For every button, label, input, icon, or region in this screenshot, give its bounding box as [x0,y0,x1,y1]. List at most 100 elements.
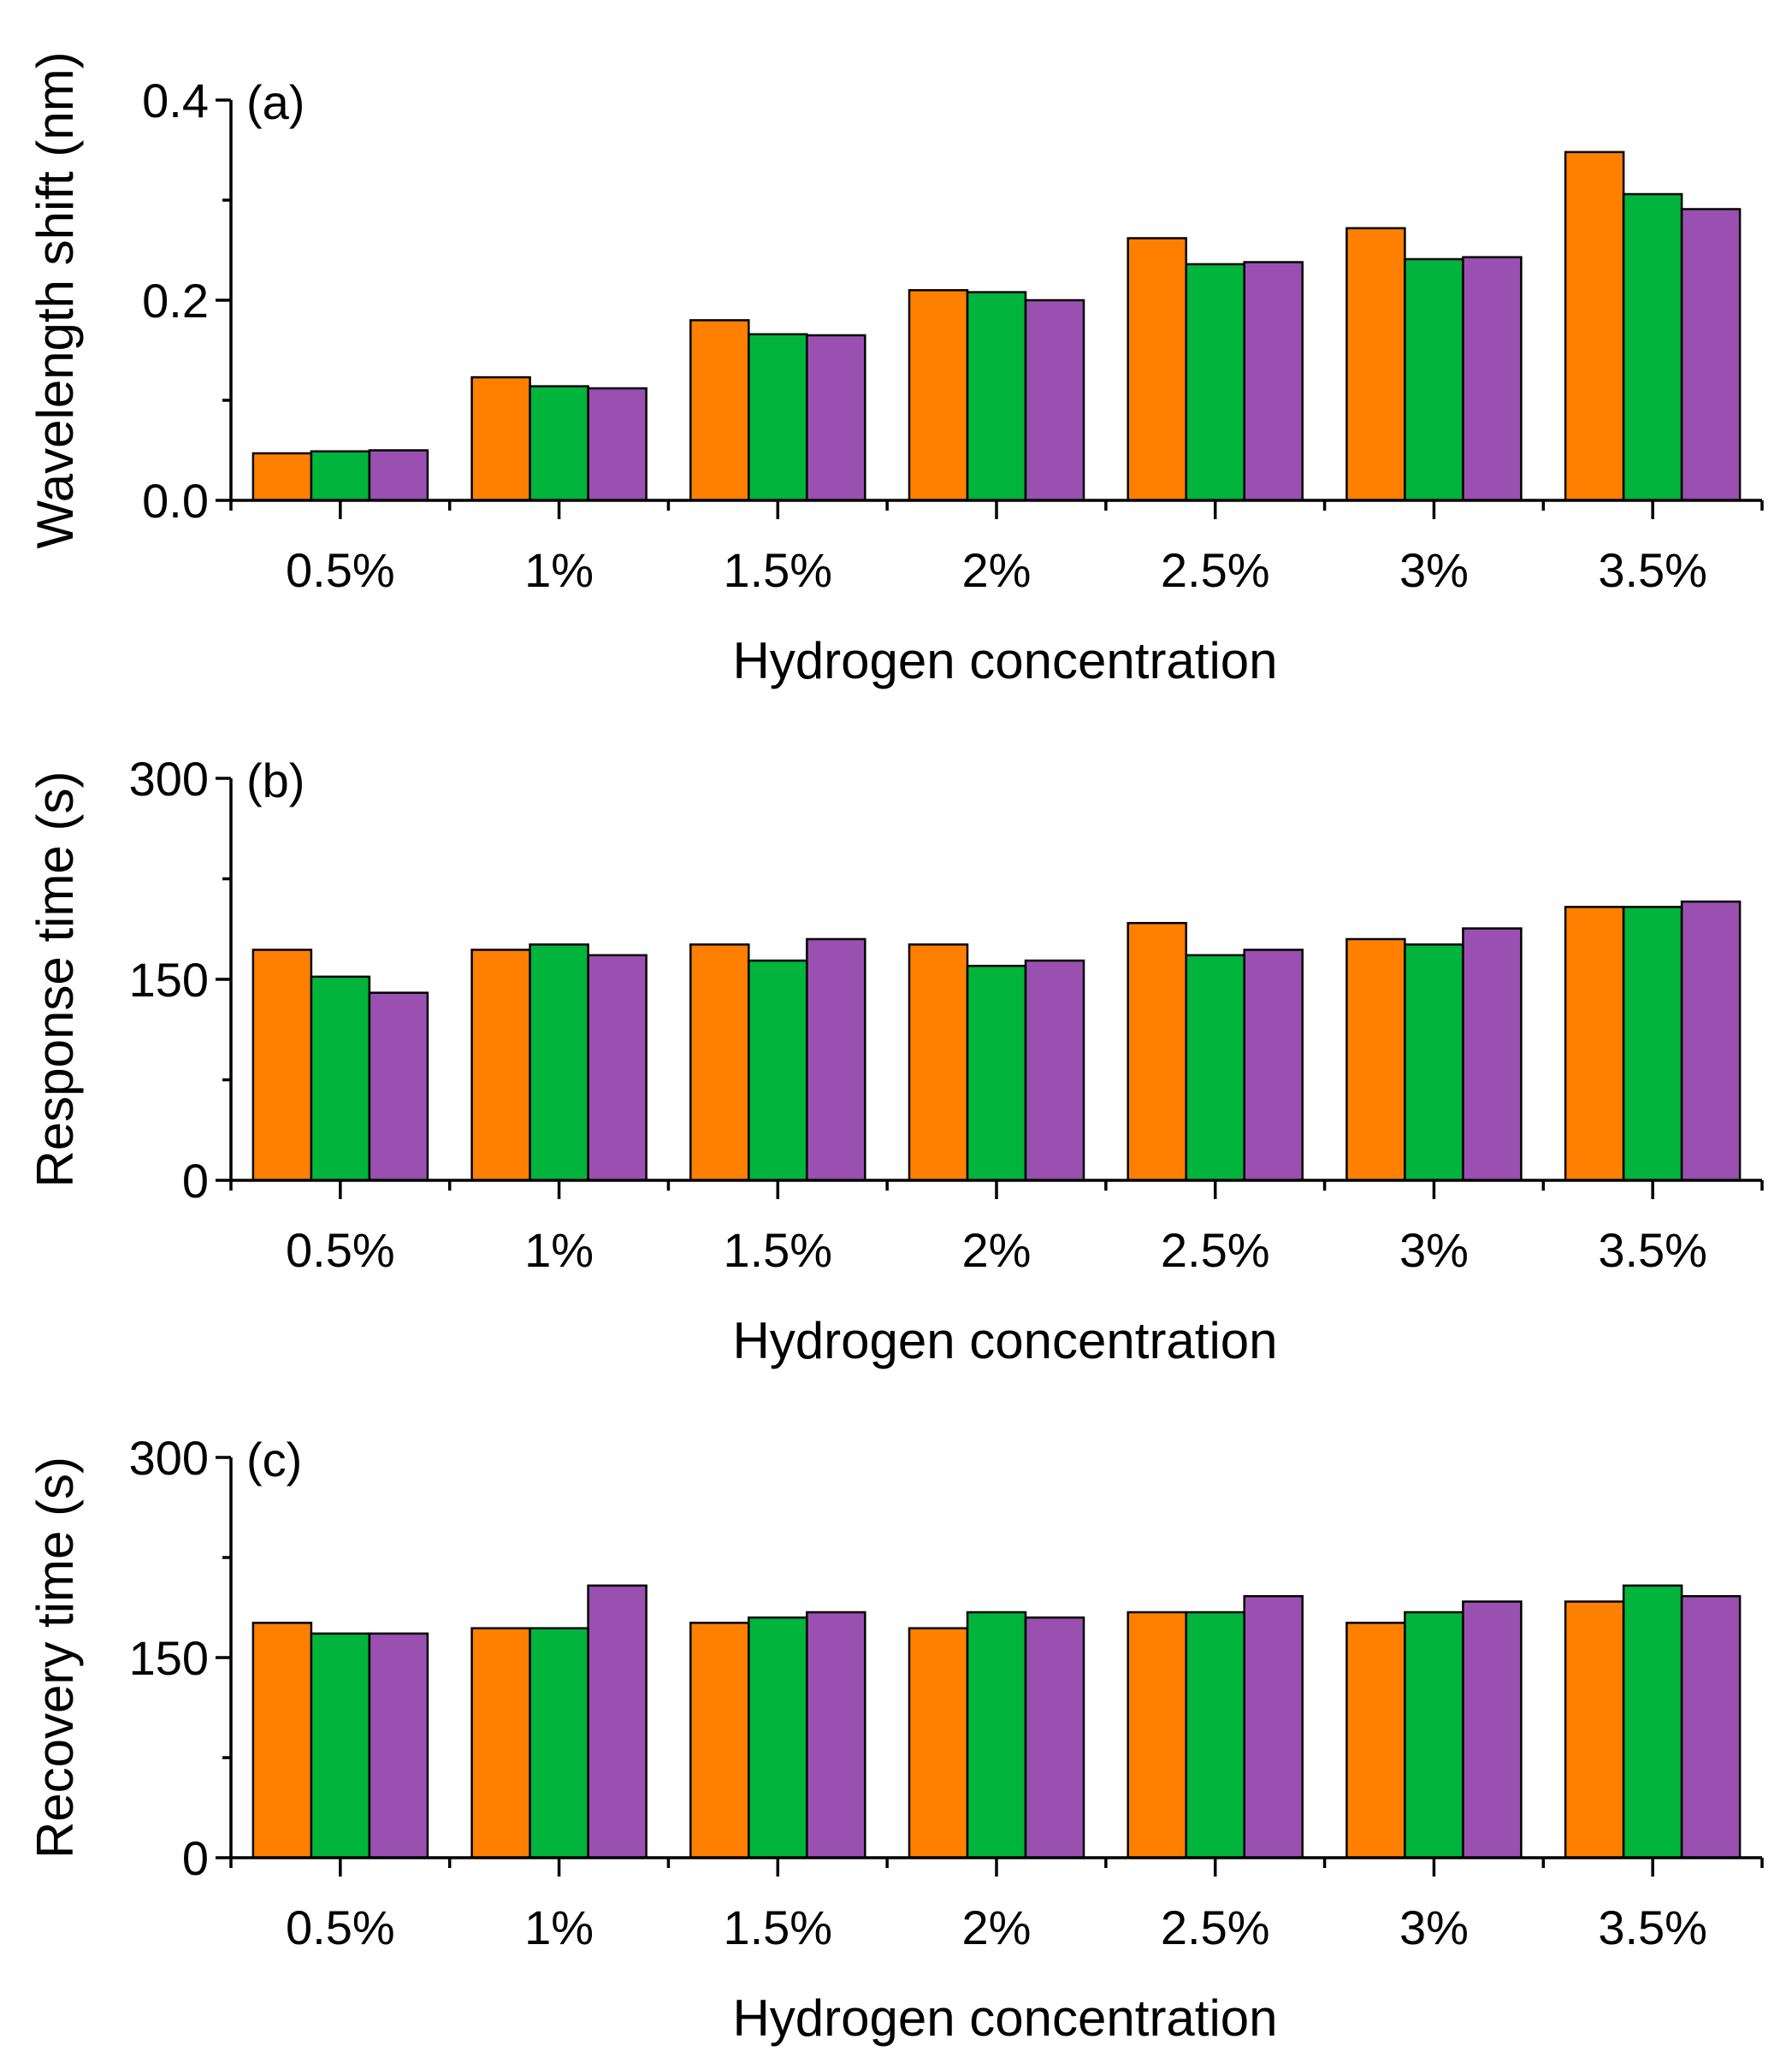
x-tick-label: 0.5% [286,543,395,597]
x-tick-label: 2.5% [1161,1223,1270,1277]
bar-s2-1.5% [748,959,808,1182]
bar-s1-2.5% [1127,237,1187,502]
bar-s1-3.5% [1564,151,1625,502]
bar-s3-0.5% [368,991,429,1182]
y-axis-title: Response time (s) [27,771,84,1188]
bar-s1-1.5% [689,319,750,502]
bar-s2-3% [1404,943,1464,1182]
y-tick-label: 0.0 [142,474,209,528]
bar-s2-0.5% [310,975,371,1182]
bar-s2-1% [529,1627,589,1859]
x-tick-label: 2.5% [1161,543,1270,597]
panel-c: 0 150 300 0.5% 1% 1.5% 2% 2.5% 3% 3.5% Hydrogen co… [27,1431,1764,2047]
bar-s2-1% [529,385,589,502]
y-axis-title: Wavelength shift (nm) [27,51,84,548]
bar-s3-1.5% [806,334,866,502]
bar-s2-3.5% [1622,906,1683,1182]
x-axis-title: Hydrogen concentration [732,632,1277,689]
bar-s2-3% [1404,257,1464,502]
bar-s2-2% [966,965,1027,1182]
bar-s3-2.5% [1243,949,1304,1182]
bar-s3-2.5% [1243,261,1304,502]
x-tick-label: 2.5% [1161,1900,1270,1954]
y-tick-label: 300 [129,752,209,806]
bar-s3-3% [1462,927,1523,1182]
bar-s1-1.5% [689,1622,750,1859]
bar-s2-3.5% [1622,1584,1683,1859]
bar-s1-2.5% [1127,1611,1187,1859]
bar-s1-2% [908,943,969,1182]
bar-s3-3% [1462,256,1523,502]
x-axis-title: Hydrogen concentration [732,1989,1277,2047]
bar-s3-3% [1462,1600,1523,1859]
x-tick-label: 0.5% [286,1900,395,1954]
x-tick-label: 3.5% [1598,1223,1707,1277]
panel-a: 0.0 0.2 0.4 0.5% 1% 1.5% 2% 2.5% 3% 3.5% Hydrogen … [27,51,1764,689]
bar-s1-1% [470,1627,531,1859]
bar-s1-1% [470,949,531,1182]
bar-s1-0.5% [251,1622,313,1859]
bar-s1-2.5% [1127,921,1187,1182]
bar-s2-0.5% [310,1632,371,1859]
bar-s2-2.5% [1185,1611,1245,1859]
x-tick-label: 1% [524,1900,594,1954]
bar-s1-1.5% [689,943,750,1182]
x-tick-label: 1.5% [723,543,832,597]
x-tick-label: 1.5% [723,1223,832,1277]
bar-s2-2% [966,1611,1027,1859]
x-tick-label: 1% [524,1223,594,1277]
y-tick-label: 0.2 [142,274,209,328]
bar-s2-2.5% [1185,263,1245,502]
panel-label: (c) [246,1433,302,1487]
x-axis-title: Hydrogen concentration [732,1312,1277,1369]
bar-s3-2% [1024,299,1085,502]
bar-s1-3% [1345,1622,1406,1859]
y-tick-label: 0.4 [142,74,209,127]
bar-s1-3% [1345,937,1406,1182]
bar-s2-3.5% [1622,192,1683,502]
bar-s3-2.5% [1243,1594,1304,1859]
bar-s1-0.5% [251,452,313,502]
bar-s2-2.5% [1185,954,1245,1182]
bar-s3-3.5% [1680,208,1742,502]
bar-s3-3.5% [1680,900,1742,1182]
x-tick-label: 3% [1399,543,1469,597]
y-tick-label: 300 [129,1431,209,1485]
bar-s1-0.5% [251,949,313,1182]
bar-s2-1.5% [748,1616,808,1859]
bar-s3-1% [587,954,648,1182]
bar-s2-3% [1404,1611,1464,1859]
bar-s3-2% [1024,959,1085,1182]
x-tick-label: 2% [962,543,1032,597]
y-tick-label: 0 [182,1831,209,1885]
x-tick-label: 1% [524,543,594,597]
x-tick-label: 3.5% [1598,543,1707,597]
bar-s1-2% [908,1627,969,1859]
bar-s1-3% [1345,227,1406,502]
bar-s3-0.5% [368,449,429,502]
x-tick-label: 3.5% [1598,1900,1707,1954]
y-axis-title: Recovery time (s) [27,1457,84,1859]
bar-s2-1.5% [748,333,808,502]
bar-s2-0.5% [310,450,371,502]
panel-label: (b) [246,754,305,807]
bar-s3-1.5% [806,937,866,1182]
bar-s3-2% [1024,1616,1085,1859]
y-tick-label: 150 [129,1631,209,1685]
bar-s1-3.5% [1564,906,1625,1182]
bar-s1-1% [470,375,531,502]
y-tick-label: 150 [129,953,209,1007]
y-tick-label: 0 [182,1154,209,1208]
x-tick-label: 3% [1399,1223,1469,1277]
bar-s3-1% [587,387,648,502]
x-tick-label: 3% [1399,1900,1469,1954]
panel-label: (a) [246,75,305,129]
bar-s3-1% [587,1584,648,1859]
bar-s3-3.5% [1680,1594,1742,1859]
panel-b: 0 150 300 0.5% 1% 1.5% 2% 2.5% 3% 3.5% Hydrogen co… [27,752,1764,1369]
bar-s2-1% [529,943,589,1182]
bar-s1-3.5% [1564,1600,1625,1859]
bar-s2-2% [966,291,1027,502]
bar-s1-2% [908,289,969,502]
